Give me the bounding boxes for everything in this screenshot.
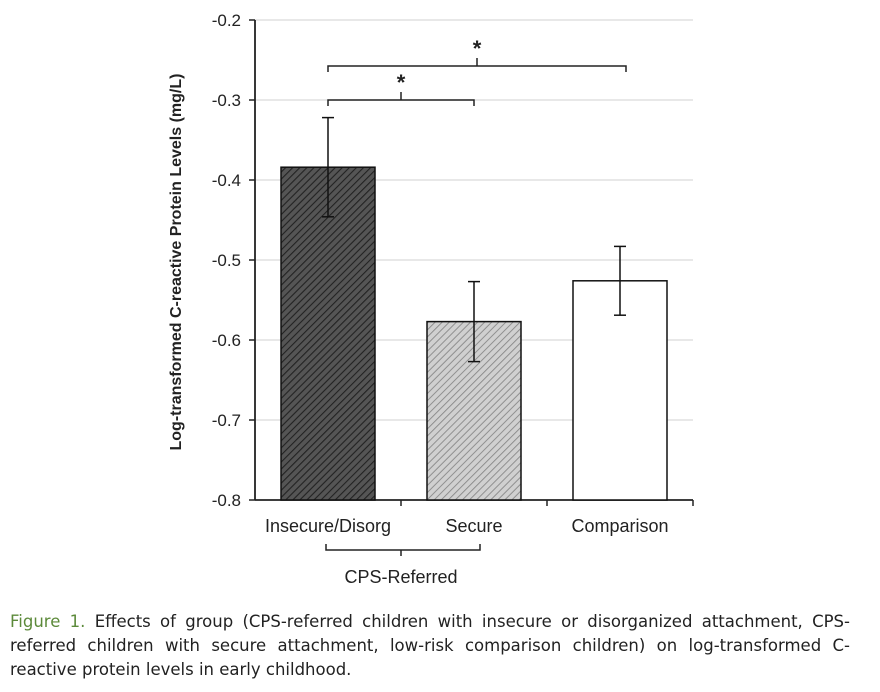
figure-caption: Figure 1. Effects of group (CPS-referred… [10, 610, 850, 682]
x-category-label: Comparison [571, 516, 668, 536]
caption-text: Effects of group (CPS-referred children … [10, 612, 850, 679]
y-tick-label: -0.7 [212, 411, 241, 430]
significance-bracket [327, 65, 627, 72]
error-bars [322, 116, 626, 363]
significance-marker: * [473, 36, 482, 61]
y-tick-label: -0.5 [212, 251, 241, 270]
bar-chart: ** -0.2-0.3-0.4-0.5-0.6-0.7-0.8Insecure/… [168, 11, 694, 587]
figure-label: Figure 1. [10, 612, 86, 631]
significance-bracket [327, 99, 475, 106]
y-tick-label: -0.6 [212, 331, 241, 350]
y-tick-label: -0.8 [212, 491, 241, 510]
significance-brackets: ** [327, 36, 627, 106]
group-label: CPS-Referred [344, 567, 457, 587]
axis-labels: -0.2 -0.3 -0.4 -0.5 -0.6 -0.7 -0.8 Insecure/Dis… [212, 11, 669, 587]
y-tick-label: -0.2 [212, 11, 241, 30]
significance-marker: * [397, 70, 406, 95]
group-bracket [325, 544, 481, 551]
y-tick-label: -0.3 [212, 91, 241, 110]
bars [280, 166, 668, 501]
y-axis-label: Log-transformed C-reactive Protein Level… [168, 74, 185, 451]
y-tick-label: -0.4 [212, 171, 241, 190]
x-category-label: Insecure/Disorg [265, 516, 391, 536]
x-category-label: Secure [445, 516, 502, 536]
